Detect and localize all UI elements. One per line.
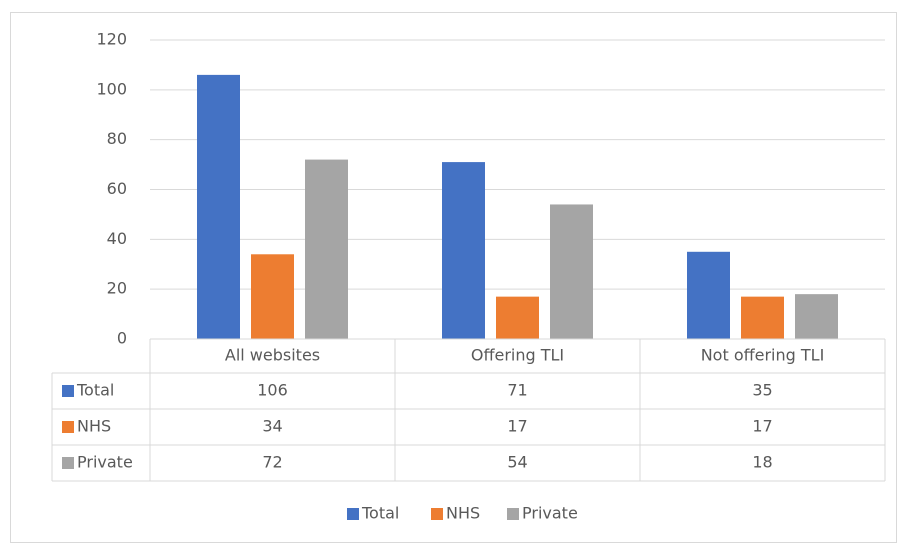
- x-tick-label: Offering TLI: [471, 346, 564, 365]
- bar: [795, 294, 838, 339]
- table-row-label: Private: [77, 453, 133, 472]
- table-value: 17: [507, 417, 527, 436]
- x-tick-label: Not offering TLI: [701, 346, 825, 365]
- table-value: 34: [262, 417, 282, 436]
- y-tick-label: 120: [96, 30, 127, 49]
- x-tick-label: All websites: [225, 346, 320, 365]
- y-tick-label: 80: [107, 129, 127, 148]
- y-tick-label: 100: [96, 79, 127, 98]
- table-legend-key: [62, 421, 74, 433]
- legend-key: [431, 508, 443, 520]
- bar: [496, 296, 539, 339]
- bar: [197, 74, 240, 339]
- y-tick-label: 0: [117, 329, 127, 348]
- table-row-label: NHS: [77, 417, 111, 436]
- bar: [442, 162, 485, 339]
- bar: [687, 251, 730, 339]
- legend-key: [347, 508, 359, 520]
- y-tick-label: 60: [107, 179, 127, 198]
- y-tick-label: 40: [107, 229, 127, 248]
- legend-key: [507, 508, 519, 520]
- bar: [741, 296, 784, 339]
- table-legend-key: [62, 457, 74, 469]
- bar: [305, 159, 348, 339]
- table-value: 17: [752, 417, 772, 436]
- bar: [251, 254, 294, 339]
- table-value: 35: [752, 381, 772, 400]
- legend-label: NHS: [446, 504, 480, 523]
- table-value: 54: [507, 453, 527, 472]
- legend-label: Private: [522, 504, 578, 523]
- table-legend-key: [62, 385, 74, 397]
- table-value: 72: [262, 453, 282, 472]
- y-tick-label: 20: [107, 279, 127, 298]
- table-value: 106: [257, 381, 288, 400]
- legend-label: Total: [361, 504, 399, 523]
- table-value: 71: [507, 381, 527, 400]
- table-value: 18: [752, 453, 772, 472]
- bar: [550, 204, 593, 339]
- table-row-label: Total: [76, 381, 114, 400]
